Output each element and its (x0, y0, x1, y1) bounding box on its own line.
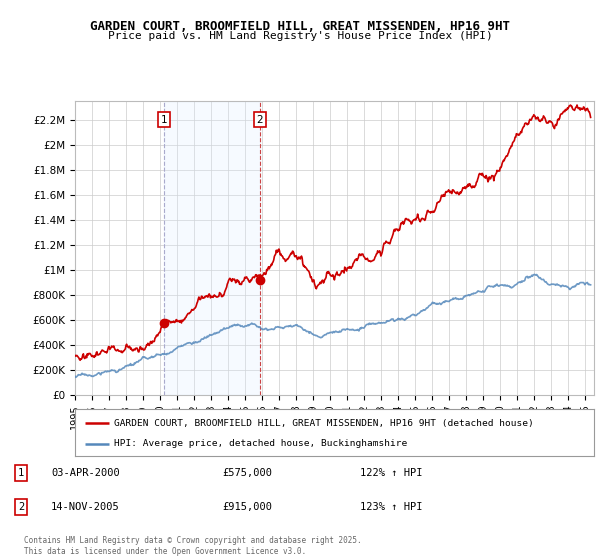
Text: 122% ↑ HPI: 122% ↑ HPI (360, 468, 422, 478)
Text: 1: 1 (161, 115, 167, 124)
Text: £575,000: £575,000 (222, 468, 272, 478)
Text: 123% ↑ HPI: 123% ↑ HPI (360, 502, 422, 512)
Text: GARDEN COURT, BROOMFIELD HILL, GREAT MISSENDEN, HP16 9HT: GARDEN COURT, BROOMFIELD HILL, GREAT MIS… (90, 20, 510, 32)
Text: HPI: Average price, detached house, Buckinghamshire: HPI: Average price, detached house, Buck… (114, 439, 407, 448)
Bar (164, 101, 260, 395)
Text: £915,000: £915,000 (222, 502, 272, 512)
Text: Price paid vs. HM Land Registry's House Price Index (HPI): Price paid vs. HM Land Registry's House … (107, 31, 493, 41)
Text: 2: 2 (18, 502, 24, 512)
Text: GARDEN COURT, BROOMFIELD HILL, GREAT MISSENDEN, HP16 9HT (detached house): GARDEN COURT, BROOMFIELD HILL, GREAT MIS… (114, 418, 533, 428)
Text: 03-APR-2000: 03-APR-2000 (51, 468, 120, 478)
Text: Contains HM Land Registry data © Crown copyright and database right 2025.
This d: Contains HM Land Registry data © Crown c… (24, 536, 362, 556)
Text: 2: 2 (257, 115, 263, 124)
Text: 1: 1 (18, 468, 24, 478)
Text: 14-NOV-2005: 14-NOV-2005 (51, 502, 120, 512)
